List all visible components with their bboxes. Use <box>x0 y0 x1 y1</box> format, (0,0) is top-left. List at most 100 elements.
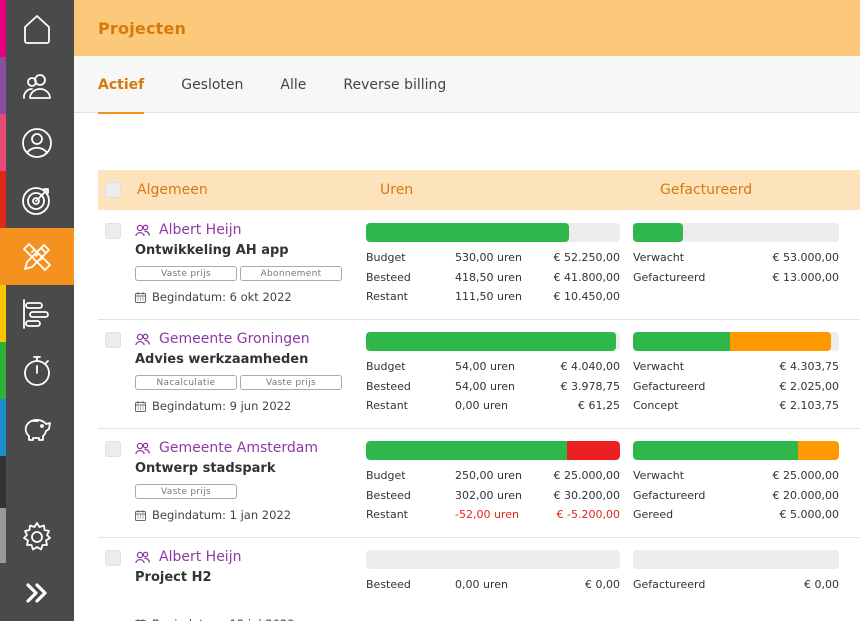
hours-progress-bar <box>366 441 620 460</box>
stat-amount: € 53.000,00 <box>772 251 839 264</box>
sidebar-item-settings[interactable] <box>0 508 74 565</box>
project-name[interactable]: Ontwikkeling AH app <box>135 243 289 258</box>
table-header: Algemeen Uren Gefactureerd <box>98 170 860 210</box>
start-date-text: Begindatum: 1 jan 2022 <box>152 508 292 522</box>
stat-label: Restant <box>366 508 408 521</box>
sidebar-stripe <box>0 508 6 563</box>
hours-stat-row: Restant -52,00 uren € -5.200,00 <box>366 505 620 525</box>
invoice-progress-bar <box>633 441 839 460</box>
progress-segment <box>566 441 620 460</box>
stat-hours: 0,00 uren <box>455 399 508 412</box>
calendar-icon <box>135 291 146 303</box>
stat-amount: € 0,00 <box>804 578 839 591</box>
piggy-bank-icon <box>24 418 51 441</box>
tab-active[interactable]: Actief <box>98 56 145 114</box>
client-name: Albert Heijn <box>159 549 242 565</box>
invoice-stat-row: Gefactureerd € 2.025,00 <box>633 377 839 397</box>
tab-all[interactable]: Alle <box>280 76 307 93</box>
tab-reverse-billing[interactable]: Reverse billing <box>343 76 447 93</box>
hours-stats: Besteed 0,00 uren € 0,00 <box>366 575 620 595</box>
hours-progress-bar <box>366 223 620 242</box>
hours-progress-bar <box>366 550 620 569</box>
row-checkbox[interactable] <box>105 550 121 566</box>
sidebar-item-contacts[interactable] <box>0 57 74 114</box>
progress-segment <box>366 332 617 351</box>
project-name[interactable]: Advies werkzaamheden <box>135 352 309 367</box>
client-name: Albert Heijn <box>159 222 242 238</box>
tag-badge: Vaste prijs <box>135 484 237 499</box>
stat-label: Gefactureerd <box>633 578 706 591</box>
hours-stat-row: Restant 0,00 uren € 61,25 <box>366 396 620 416</box>
progress-segment <box>633 223 684 242</box>
stat-label: Budget <box>366 251 406 264</box>
calendar-icon <box>135 618 146 621</box>
row-checkbox[interactable] <box>105 441 121 457</box>
client-link[interactable]: Gemeente Amsterdam <box>135 440 318 456</box>
client-link[interactable]: Albert Heijn <box>135 222 241 238</box>
sidebar-item-finance[interactable] <box>0 399 74 456</box>
sidebar-item-planning[interactable] <box>0 285 74 342</box>
start-date: Begindatum: 1 jan 2022 <box>135 508 291 522</box>
calendar-icon <box>135 509 146 521</box>
hours-stats: Budget 530,00 uren € 52.250,00 Besteed 418,5… <box>366 248 620 307</box>
column-header-hours: Uren <box>380 182 414 198</box>
tag-badge: Vaste prijs <box>240 375 342 390</box>
stat-label: Besteed <box>366 379 411 393</box>
stat-hours: 111,50 uren <box>455 290 522 303</box>
stat-label: Gefactureerd <box>633 379 706 393</box>
sidebar-item-profile[interactable] <box>0 114 74 171</box>
tab-closed[interactable]: Gesloten <box>181 76 244 93</box>
start-date: Begindatum: 12 jul 2023 <box>135 617 295 621</box>
stat-amount: € 10.450,00 <box>553 290 620 303</box>
invoice-stat-row: Verwacht € 4.303,75 <box>633 357 839 377</box>
project-name[interactable]: Project H2 <box>135 570 212 585</box>
sidebar-item-expand[interactable] <box>0 564 74 621</box>
stat-hours: 54,00 uren <box>455 379 515 393</box>
stat-label: Budget <box>366 469 406 482</box>
client-link[interactable]: Albert Heijn <box>135 549 241 565</box>
sidebar <box>0 0 74 621</box>
client-link[interactable]: Gemeente Groningen <box>135 331 310 347</box>
sidebar-item-home[interactable] <box>0 0 74 57</box>
stat-label: Concept <box>633 399 679 412</box>
hours-stat-row: Besteed 418,50 uren € 41.800,00 <box>366 268 620 288</box>
tag-badge: Abonnement <box>240 266 342 281</box>
invoice-stat-row: Gereed € 5.000,00 <box>633 505 839 525</box>
invoice-stats: Verwacht € 4.303,75 Gefactureerd € 2.025,00… <box>633 357 839 416</box>
sidebar-item-goals[interactable] <box>0 171 74 228</box>
double-chevron-right-icon <box>26 582 47 603</box>
timeline-icon <box>23 298 49 329</box>
pencil-ruler-icon <box>23 242 51 271</box>
progress-segment <box>366 223 570 242</box>
invoice-stat-row: Concept € 2.103,75 <box>633 396 839 416</box>
progress-segment <box>729 332 831 351</box>
stat-amount: € 25.000,00 <box>772 469 839 482</box>
project-name[interactable]: Ontwerp stadspark <box>135 461 276 476</box>
sidebar-item-projects[interactable] <box>0 228 74 285</box>
user-circle-icon <box>22 127 52 158</box>
stat-amount: € 13.000,00 <box>772 270 839 284</box>
invoice-stat-row: Verwacht € 53.000,00 <box>633 248 839 268</box>
row-checkbox[interactable] <box>105 223 121 239</box>
row-checkbox[interactable] <box>105 332 121 348</box>
stat-amount: € 20.000,00 <box>772 488 839 502</box>
hours-stat-row: Budget 530,00 uren € 52.250,00 <box>366 248 620 268</box>
table-row: Gemeente Amsterdam Ontwerp stadspark Vaste… <box>98 429 860 538</box>
sidebar-item-time[interactable] <box>0 342 74 399</box>
stat-amount: € 3.978,75 <box>560 379 620 393</box>
invoice-stat-row: Verwacht € 25.000,00 <box>633 466 839 486</box>
select-all-checkbox[interactable] <box>105 182 121 198</box>
home-icon <box>24 14 50 44</box>
client-users-icon <box>135 224 150 236</box>
page-title: Projecten <box>98 18 187 38</box>
stat-label: Verwacht <box>633 360 685 373</box>
settings-gear-icon <box>23 521 51 550</box>
table-row: Gemeente Groningen Advies werkzaamheden Na… <box>98 320 860 429</box>
sidebar-stripe <box>0 228 6 285</box>
stat-amount: € 61,25 <box>578 399 620 412</box>
hours-stat-row: Besteed 302,00 uren € 30.200,00 <box>366 486 620 506</box>
invoice-progress-bar <box>633 332 839 351</box>
tab-bar: Actief Gesloten Alle Reverse billing <box>74 56 860 114</box>
hours-stat-row: Besteed 54,00 uren € 3.978,75 <box>366 377 620 397</box>
hours-stats: Budget 250,00 uren € 25.000,00 Besteed 302,0… <box>366 466 620 525</box>
